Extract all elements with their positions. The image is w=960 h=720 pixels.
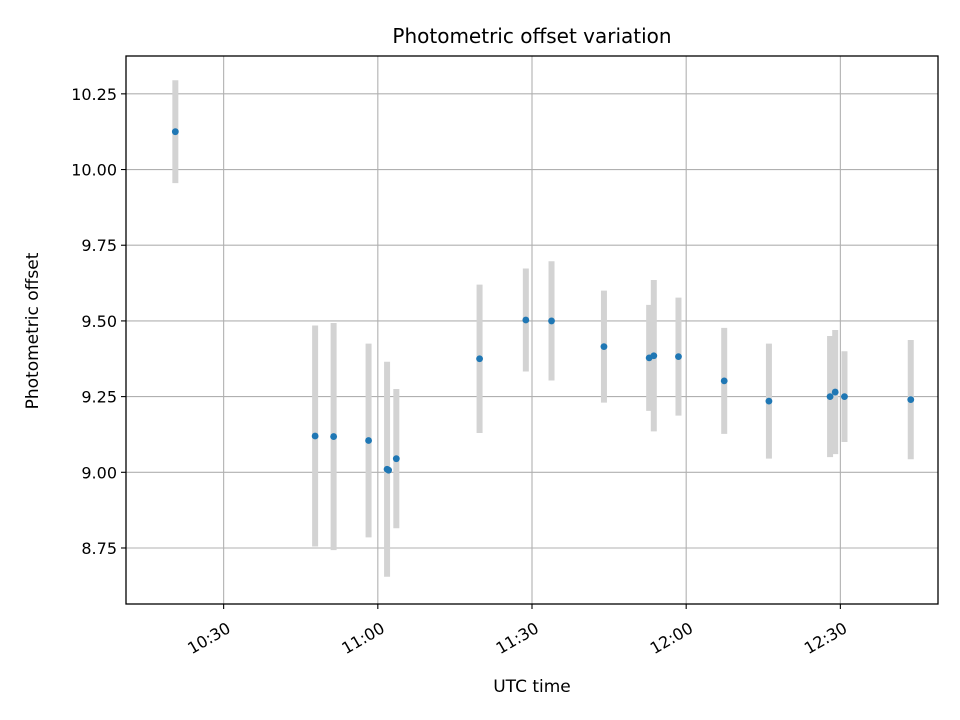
x-tick-label: 11:00 [338, 618, 387, 658]
y-tick-label: 8.75 [81, 539, 117, 558]
data-point [365, 437, 372, 444]
data-point [600, 343, 608, 351]
y-tick-label: 9.00 [81, 463, 117, 482]
data-point [675, 353, 682, 361]
data-points [171, 128, 915, 474]
data-point [765, 397, 773, 405]
chart-title: Photometric offset variation [392, 24, 671, 48]
data-point [720, 377, 728, 385]
grid [126, 56, 938, 604]
y-axis-label: Photometric offset [23, 252, 43, 409]
x-tick-label: 11:30 [493, 618, 542, 658]
data-point [171, 128, 179, 136]
y-tick-label: 10.00 [71, 161, 117, 180]
y-tick-label: 9.50 [81, 312, 117, 331]
data-point [522, 316, 530, 324]
x-tick-label: 12:00 [647, 618, 696, 658]
data-point [826, 393, 834, 401]
data-point [392, 455, 400, 463]
data-point [841, 393, 848, 401]
data-point [476, 355, 483, 363]
data-point [548, 317, 555, 325]
x-tick-label: 10:30 [184, 618, 233, 658]
data-point [311, 432, 319, 440]
data-point [650, 352, 658, 360]
data-point [907, 396, 915, 404]
y-tick-label: 10.25 [71, 85, 117, 104]
data-point [385, 466, 393, 474]
y-tick-label: 9.75 [81, 236, 117, 255]
x-tick-label: 12:30 [801, 618, 850, 658]
error-bars [172, 80, 914, 577]
x-axis-label: UTC time [493, 677, 571, 697]
ticks: 10:30 11:00 11:30 12:00 12:30 8.75 9.00 9.25 9.5… [71, 85, 850, 658]
data-point [330, 433, 338, 440]
y-tick-label: 9.25 [81, 388, 117, 407]
data-point [831, 388, 839, 396]
